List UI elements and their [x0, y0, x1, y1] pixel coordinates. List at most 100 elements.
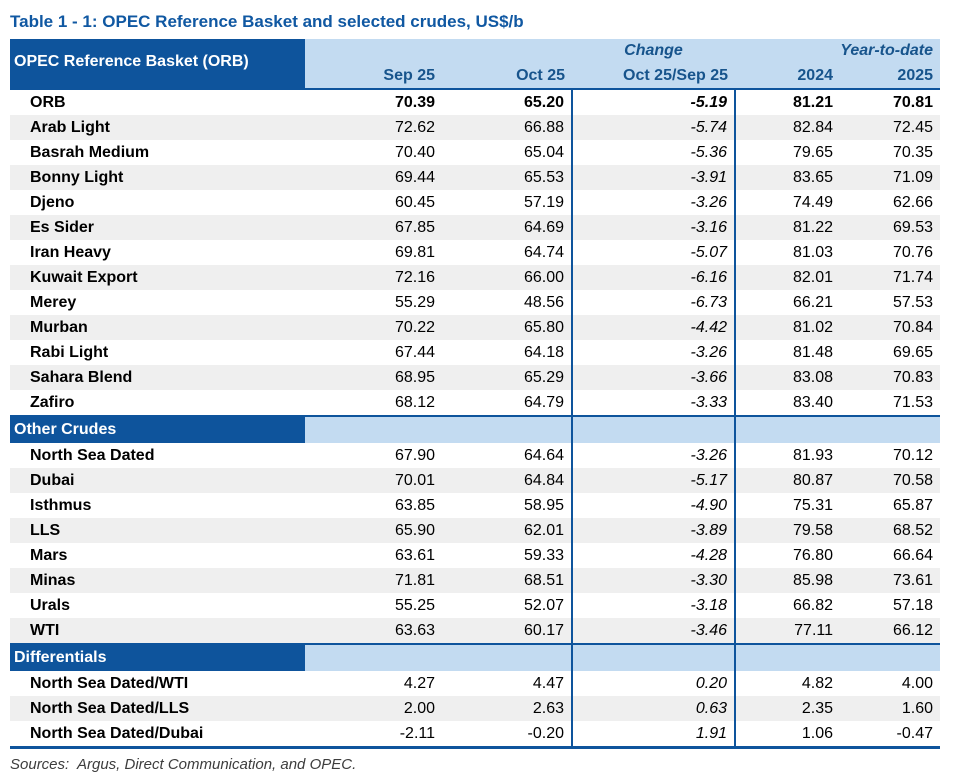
table-row: Minas 71.81 68.51 -3.30 85.98 73.61: [10, 568, 941, 593]
value-cell: 66.12: [840, 618, 941, 644]
value-cell: 66.21: [735, 290, 840, 315]
corner-header-cell: OPEC Reference Basket (ORB): [10, 39, 305, 90]
table-row: Sahara Blend 68.95 65.29 -3.66 83.08 70.83: [10, 365, 941, 390]
change-value-cell: -5.74: [571, 115, 736, 140]
table-row: Djeno 60.45 57.19 -3.26 74.49 62.66: [10, 190, 941, 215]
value-cell: 80.87: [735, 468, 840, 493]
value-cell: 69.44: [305, 165, 442, 190]
value-cell: 62.01: [442, 518, 572, 543]
value-cell: 48.56: [442, 290, 572, 315]
value-cell: 69.81: [305, 240, 442, 265]
sources-note: Sources: Argus, Direct Communication, an…: [10, 756, 357, 773]
row-label: Sahara Blend: [10, 365, 305, 390]
section-fill-cell: [305, 643, 442, 671]
value-cell: 65.53: [442, 165, 572, 190]
section-fill-cell: [840, 643, 941, 671]
section-fill-cell: [571, 415, 736, 443]
table-row: Bonny Light 69.44 65.53 -3.91 83.65 71.09: [10, 165, 941, 190]
report-table-page: Table 1 - 1: OPEC Reference Basket and s…: [10, 12, 941, 773]
section-fill-cell: [442, 643, 572, 671]
value-cell: 66.00: [442, 265, 572, 290]
table-row: North Sea Dated/WTI 4.27 4.47 0.20 4.82 4.00: [10, 671, 941, 696]
section-fill-cell: [442, 415, 572, 443]
value-cell: 64.69: [442, 215, 572, 240]
value-cell: 4.27: [305, 671, 442, 696]
value-cell: 71.81: [305, 568, 442, 593]
change-value-cell: -3.26: [571, 340, 736, 365]
value-cell: 70.76: [840, 240, 941, 265]
header-group-row: OPEC Reference Basket (ORB) Change Year-…: [10, 39, 941, 90]
value-cell: 60.45: [305, 190, 442, 215]
value-cell: 68.52: [840, 518, 941, 543]
value-cell: 67.85: [305, 215, 442, 240]
value-cell: -0.47: [840, 721, 941, 748]
value-cell: 70.83: [840, 365, 941, 390]
value-cell: -0.20: [442, 721, 572, 748]
row-label: Kuwait Export: [10, 265, 305, 290]
value-cell: 83.65: [735, 165, 840, 190]
value-cell: 82.01: [735, 265, 840, 290]
value-cell: 59.33: [442, 543, 572, 568]
value-cell: 68.95: [305, 365, 442, 390]
value-cell: 81.21: [735, 89, 840, 115]
row-label: North Sea Dated: [10, 443, 305, 468]
table-body: ORB 70.39 65.20 -5.19 81.21 70.81 Arab Light 72…: [10, 89, 941, 748]
value-cell: 1.60: [840, 696, 941, 721]
value-cell: 73.61: [840, 568, 941, 593]
section-fill-cell: [571, 643, 736, 671]
value-cell: 60.17: [442, 618, 572, 644]
value-cell: 65.20: [442, 89, 572, 115]
value-cell: 83.40: [735, 390, 840, 416]
value-cell: 64.64: [442, 443, 572, 468]
table-row: WTI 63.63 60.17 -3.46 77.11 66.12: [10, 618, 941, 644]
table-row: Es Sider 67.85 64.69 -3.16 81.22 69.53: [10, 215, 941, 240]
row-label: Es Sider: [10, 215, 305, 240]
table-row: Iran Heavy 69.81 64.74 -5.07 81.03 70.76: [10, 240, 941, 265]
section-header-row: Other Crudes: [10, 415, 941, 443]
value-cell: 52.07: [442, 593, 572, 618]
row-label: Iran Heavy: [10, 240, 305, 265]
table-row: Zafiro 68.12 64.79 -3.33 83.40 71.53: [10, 390, 941, 416]
value-cell: 70.40: [305, 140, 442, 165]
value-cell: 81.48: [735, 340, 840, 365]
value-cell: 57.18: [840, 593, 941, 618]
value-cell: -2.11: [305, 721, 442, 748]
table-title: Table 1 - 1: OPEC Reference Basket and s…: [10, 12, 524, 31]
orb-price-table: OPEC Reference Basket (ORB) Change Year-…: [10, 39, 941, 749]
value-cell: 65.04: [442, 140, 572, 165]
value-cell: 71.09: [840, 165, 941, 190]
value-cell: 66.88: [442, 115, 572, 140]
value-cell: 63.85: [305, 493, 442, 518]
value-cell: 72.62: [305, 115, 442, 140]
value-cell: 75.31: [735, 493, 840, 518]
value-cell: 81.93: [735, 443, 840, 468]
section-label: Differentials: [10, 643, 305, 671]
row-label: Minas: [10, 568, 305, 593]
section-fill-cell: [735, 643, 840, 671]
section-fill-cell: [840, 415, 941, 443]
table-row: Merey 55.29 48.56 -6.73 66.21 57.53: [10, 290, 941, 315]
value-cell: 67.44: [305, 340, 442, 365]
row-label: Isthmus: [10, 493, 305, 518]
column-header-2024: 2024: [735, 63, 840, 90]
change-value-cell: -3.18: [571, 593, 736, 618]
change-value-cell: -5.36: [571, 140, 736, 165]
value-cell: 67.90: [305, 443, 442, 468]
row-label: Mars: [10, 543, 305, 568]
value-cell: 79.58: [735, 518, 840, 543]
header-spacer-cell: [305, 39, 572, 63]
header-group-change: Change: [572, 39, 735, 63]
table-row: North Sea Dated 67.90 64.64 -3.26 81.93 70.12: [10, 443, 941, 468]
change-value-cell: -3.26: [571, 190, 736, 215]
table-row: Isthmus 63.85 58.95 -4.90 75.31 65.87: [10, 493, 941, 518]
value-cell: 68.12: [305, 390, 442, 416]
value-cell: 65.80: [442, 315, 572, 340]
value-cell: 79.65: [735, 140, 840, 165]
value-cell: 62.66: [840, 190, 941, 215]
row-label: Djeno: [10, 190, 305, 215]
change-value-cell: -3.33: [571, 390, 736, 416]
value-cell: 69.65: [840, 340, 941, 365]
header-columns-row: Sep 25 Oct 25 Oct 25/Sep 25 2024 2025: [10, 63, 941, 90]
change-value-cell: -6.73: [571, 290, 736, 315]
change-value-cell: -3.89: [571, 518, 736, 543]
